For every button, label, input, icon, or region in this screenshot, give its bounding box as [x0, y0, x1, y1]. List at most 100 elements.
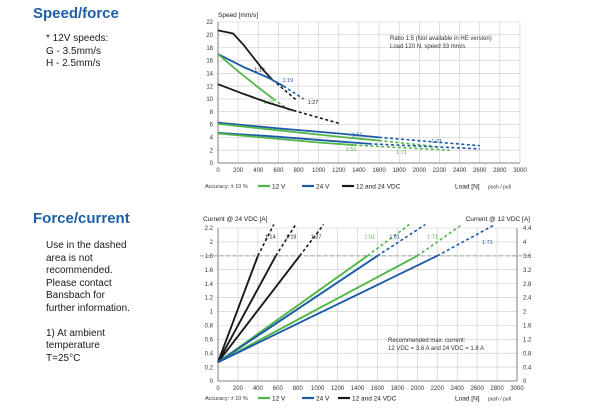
accuracy-note: Accuracy: ± 10 % [205, 396, 248, 402]
y-tick-label-left: 2 [210, 240, 214, 246]
series-line-solid [217, 255, 259, 363]
series-line-dashed [368, 142, 480, 150]
y-axis-label-right: Current @ 12 VDC [A] [466, 216, 531, 223]
ratio-label: 1:27 [311, 234, 322, 240]
x-tick-label: 1600 [372, 168, 386, 174]
y-tick-label-right: 2 [523, 310, 527, 316]
ratio-label: 1:14 [265, 234, 276, 240]
x-tick-label: 3000 [513, 168, 527, 174]
series-line-dashed [416, 223, 463, 257]
x-tick-label: 800 [293, 386, 304, 392]
current-note-line: Use in the dashed [46, 240, 127, 251]
ratio-label: 1:71 [482, 240, 493, 246]
y-tick-label: 14 [206, 71, 213, 77]
series-line-solid [217, 53, 284, 87]
series-line-solid [217, 254, 438, 364]
ratio-label: 1:71 [427, 234, 438, 240]
y-tick-label: 4 [210, 136, 214, 142]
x-tick-label: 0 [216, 168, 220, 174]
x-tick-label: 200 [233, 386, 244, 392]
y-tick-label: 16 [206, 59, 213, 65]
x-tick-label: 400 [253, 168, 264, 174]
y-tick-label-left: 0.8 [205, 324, 214, 330]
series-line-dashed [353, 144, 450, 151]
ratio-label: 1:51 [365, 234, 376, 240]
x-tick-label: 1800 [391, 386, 405, 392]
series-line-dashed [275, 224, 297, 257]
current-note-line: Bansbach for [46, 290, 105, 301]
speed-note-line: G - 3.5mm/s [46, 45, 102, 57]
ratio-label: 1:27 [308, 100, 319, 106]
y-tick-label-right: 3.6 [523, 254, 532, 260]
x-tick-label: 600 [273, 168, 284, 174]
current-note-line: Please contact [46, 277, 112, 289]
current-note-line: T=25°C [46, 352, 81, 364]
y-tick-label-left: 1.2 [205, 296, 214, 302]
x-tick-label: 2800 [493, 168, 507, 174]
x-axis-sublabel: push / pull [488, 185, 511, 191]
series-line-dashed [257, 224, 275, 257]
series-line-dashed [299, 224, 325, 257]
y-tick-label-right: 0.4 [523, 365, 532, 371]
x-tick-label: 2000 [413, 168, 427, 174]
series-line-solid [217, 121, 380, 139]
series-line-solid [217, 255, 378, 364]
series-line-solid [217, 123, 380, 142]
y-tick-label-right: 0 [523, 379, 527, 385]
ratio-label: 1:71 [431, 139, 442, 145]
x-tick-label: 1800 [393, 168, 407, 174]
x-tick-label: 3000 [510, 386, 524, 392]
x-tick-label: 600 [273, 386, 284, 392]
accuracy-note: Accuracy: ± 10 % [205, 184, 248, 190]
y-tick-label-right: 1.6 [523, 324, 532, 330]
chart-note: Recommended max. current: [388, 338, 466, 344]
speed-notes: * 12V speeds: G - 3.5mm/s H - 2.5mm/s [46, 33, 108, 71]
speed-force-chart: 0 2 4 6 8 10 12 14 16 18 20 22 0 200 400 600 800 1000 1200… [205, 12, 527, 191]
y-tick-label-right: 4.4 [523, 226, 532, 232]
x-tick-label: 2200 [433, 168, 447, 174]
current-notes: Use in the dashed area is not recommende… [46, 240, 130, 365]
x-tick-label: 1200 [332, 168, 346, 174]
y-tick-label-left: 1.8 [205, 254, 214, 260]
y-tick-label-left: 1.4 [205, 282, 214, 288]
x-tick-label: 2400 [453, 168, 467, 174]
speed-note-line: H - 2.5mm/s [46, 58, 101, 69]
ratio-label: 1:51 [389, 234, 400, 240]
x-tick-label: 1000 [311, 386, 325, 392]
current-note-line: recommended. [46, 265, 113, 276]
y-tick-label-left: 1 [210, 310, 214, 316]
x-tick-label: 1000 [312, 168, 326, 174]
y-tick-label: 20 [206, 33, 213, 39]
y-tick-label: 6 [210, 123, 214, 129]
y-tick-label-left: 0.2 [205, 365, 214, 371]
legend-label: 24 V [316, 396, 330, 403]
y-tick-label-right: 2.8 [523, 282, 532, 288]
y-tick-label-right: 2.4 [523, 296, 532, 302]
y-tick-label: 2 [210, 148, 214, 154]
x-axis-label: Load [N] [455, 396, 480, 403]
y-tick-label-right: 1.2 [523, 337, 532, 343]
y-tick-label-right: 3.2 [523, 268, 532, 274]
series-line-solid [217, 255, 277, 363]
ratio-label: 1:51 [346, 147, 357, 153]
x-tick-label: 800 [294, 168, 305, 174]
x-tick-label: 0 [216, 386, 220, 392]
ratio-label: 1:71 [396, 150, 407, 156]
series-line-solid [217, 255, 301, 363]
y-tick-label: 0 [210, 161, 214, 167]
x-tick-label: 2600 [473, 168, 487, 174]
ratio-label: 1:14 [254, 67, 265, 73]
chart-note: Ratio 1:5 (Not available in HE version) [390, 36, 492, 42]
current-note-line: temperature [46, 340, 100, 351]
x-axis-sublabel: push / pull [488, 397, 511, 403]
series-line-dashed [377, 223, 426, 257]
legend-label: 24 V [316, 184, 330, 191]
legend-label: 12 and 24 VDC [352, 396, 397, 403]
x-tick-label: 1600 [371, 386, 385, 392]
y-tick-label: 10 [206, 97, 213, 103]
y-tick-label-right: 4 [523, 240, 527, 246]
y-tick-label-left: 1.6 [205, 268, 214, 274]
x-tick-label: 2400 [451, 386, 465, 392]
x-tick-label: 2800 [490, 386, 504, 392]
y-tick-label-right: 0.8 [523, 351, 532, 357]
